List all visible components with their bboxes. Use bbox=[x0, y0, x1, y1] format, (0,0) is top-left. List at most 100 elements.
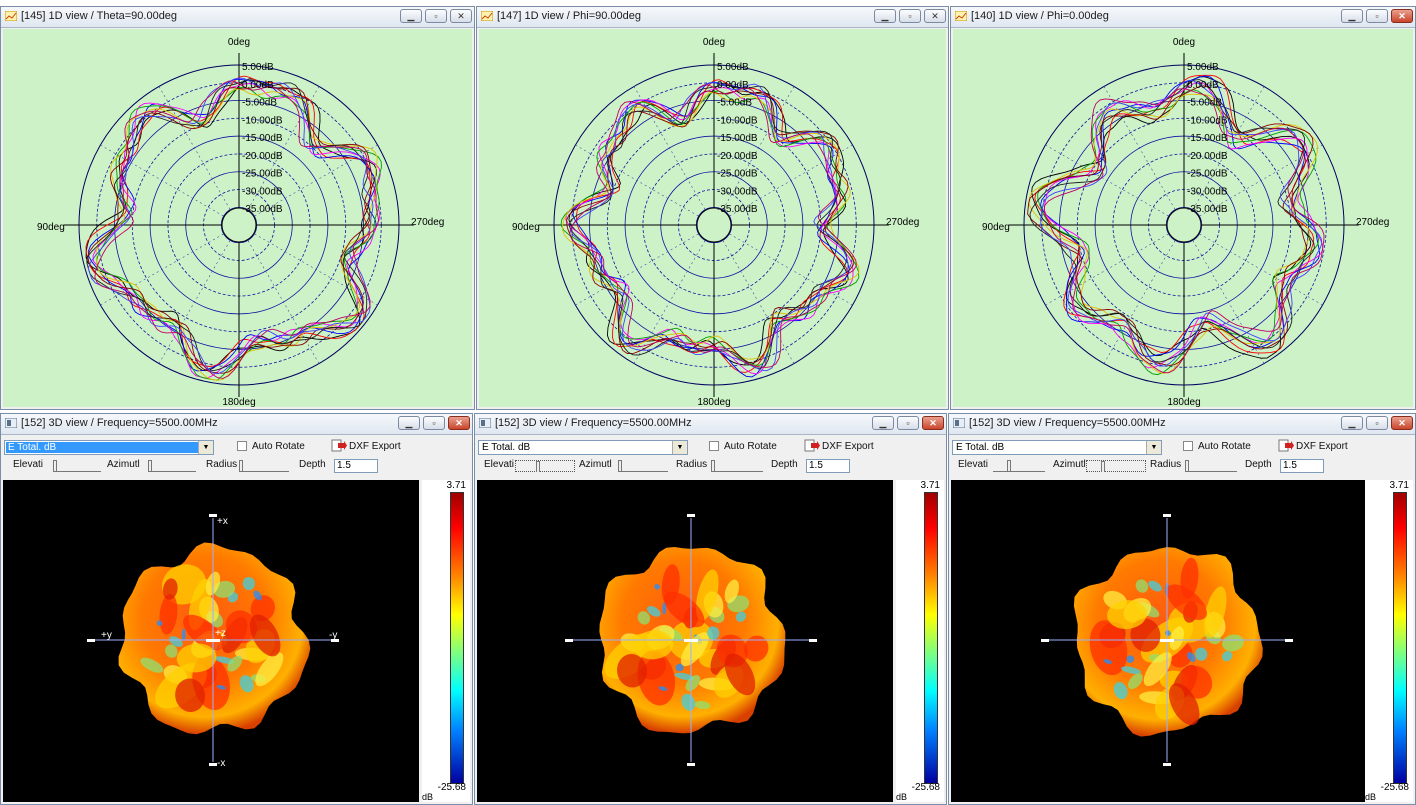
elevation-slider[interactable] bbox=[993, 460, 1045, 472]
azimuth-slider[interactable] bbox=[618, 460, 668, 472]
polar-spoke bbox=[247, 86, 320, 210]
radiation-sphere[interactable] bbox=[951, 480, 1367, 802]
titlebar[interactable]: [152] 3D view / Frequency=5500.00MHz ▁ ▫… bbox=[1, 414, 472, 435]
titlebar[interactable]: [147] 1D view / Phi=90.00deg ▁ ▫ ✕ bbox=[477, 7, 948, 28]
titlebar[interactable]: [140] 1D view / Phi=0.00deg ▁ ▫ ✕ bbox=[951, 7, 1415, 28]
close-button[interactable]: ✕ bbox=[448, 416, 470, 430]
titlebar[interactable]: [152] 3D view / Frequency=5500.00MHz ▁ ▫… bbox=[475, 414, 946, 435]
chevron-down-icon[interactable]: ▼ bbox=[198, 441, 213, 454]
close-button[interactable]: ✕ bbox=[924, 9, 946, 23]
ring-label: -30.00dB bbox=[717, 186, 758, 197]
radius-slider[interactable] bbox=[1185, 460, 1237, 472]
elevation-slider[interactable] bbox=[515, 460, 575, 472]
pattern-trace bbox=[95, 88, 378, 381]
close-button[interactable]: ✕ bbox=[450, 9, 472, 23]
view3d-canvas[interactable] bbox=[477, 480, 893, 802]
slider-thumb[interactable] bbox=[1185, 460, 1189, 471]
titlebar[interactable]: [145] 1D view / Theta=90.00deg ▁ ▫ ✕ bbox=[1, 7, 474, 28]
colorbar-unit: dB bbox=[422, 792, 434, 802]
azimuth-slider[interactable] bbox=[148, 460, 196, 472]
dxf-export-icon[interactable] bbox=[804, 439, 820, 452]
titlebar[interactable]: [152] 3D view / Frequency=5500.00MHz ▁ ▫… bbox=[949, 414, 1415, 435]
quantity-select[interactable]: E Total. dB ▼ bbox=[4, 440, 214, 455]
depth-input[interactable]: 1.5 bbox=[806, 459, 850, 473]
axis-tick-top bbox=[209, 514, 217, 517]
slider-thumb[interactable] bbox=[1101, 461, 1105, 472]
maximize-button[interactable]: ▫ bbox=[1366, 9, 1388, 23]
maximize-button[interactable]: ▫ bbox=[897, 416, 919, 430]
minimize-button[interactable]: ▁ bbox=[398, 416, 420, 430]
field-blotch bbox=[1121, 666, 1141, 674]
chevron-down-icon[interactable]: ▼ bbox=[672, 441, 687, 454]
azimuth-slider[interactable] bbox=[1086, 460, 1146, 472]
chevron-down-icon[interactable]: ▼ bbox=[1146, 441, 1161, 454]
radius-slider[interactable] bbox=[711, 460, 763, 472]
slider-thumb[interactable] bbox=[53, 460, 57, 471]
field-blotch bbox=[175, 678, 206, 713]
angle-label-left: 90deg bbox=[982, 222, 1010, 233]
pattern-trace bbox=[566, 90, 854, 364]
minimize-button[interactable]: ▁ bbox=[874, 9, 896, 23]
colorbar-min: -25.68 bbox=[911, 782, 940, 793]
pattern-trace bbox=[87, 78, 377, 372]
field-blotch bbox=[1143, 652, 1172, 687]
pattern-trace bbox=[1040, 75, 1321, 357]
slider-thumb[interactable] bbox=[711, 460, 715, 471]
auto-rotate-checkbox[interactable] bbox=[1183, 441, 1193, 451]
view3d-canvas[interactable]: +x -x +y -y +z bbox=[3, 480, 419, 802]
quantity-select[interactable]: E Total. dB ▼ bbox=[478, 440, 688, 455]
elevation-slider[interactable] bbox=[53, 460, 101, 472]
dxf-export-icon[interactable] bbox=[331, 439, 347, 452]
quantity-select[interactable]: E Total. dB ▼ bbox=[952, 440, 1162, 455]
polar-spoke bbox=[729, 144, 853, 217]
polar-center bbox=[696, 207, 732, 243]
view3d-canvas[interactable] bbox=[951, 480, 1367, 802]
dxf-export-button[interactable]: DXF Export bbox=[1296, 441, 1348, 452]
minimize-button[interactable]: ▁ bbox=[1341, 416, 1363, 430]
ring-label: -5.00dB bbox=[717, 98, 752, 109]
close-button[interactable]: ✕ bbox=[1391, 416, 1413, 430]
minimize-icon: ▁ bbox=[879, 417, 887, 428]
window-title: [145] 1D view / Theta=90.00deg bbox=[21, 10, 178, 22]
polar-spoke bbox=[729, 233, 853, 306]
field-blotch bbox=[165, 644, 178, 658]
slider-thumb[interactable] bbox=[618, 460, 622, 471]
axis-tick-left bbox=[87, 639, 95, 642]
auto-rotate-checkbox[interactable] bbox=[237, 441, 247, 451]
close-button[interactable]: ✕ bbox=[922, 416, 944, 430]
radiation-sphere[interactable] bbox=[477, 480, 893, 802]
field-blotch bbox=[662, 601, 667, 615]
maximize-button[interactable]: ▫ bbox=[425, 9, 447, 23]
ring-label: 5.00dB bbox=[1187, 62, 1219, 73]
ring-label: -15.00dB bbox=[1187, 133, 1228, 144]
polar-spoke bbox=[633, 240, 706, 364]
dxf-export-button[interactable]: DXF Export bbox=[822, 441, 874, 452]
minimize-button[interactable]: ▁ bbox=[1341, 9, 1363, 23]
close-button[interactable]: ✕ bbox=[1391, 9, 1413, 23]
depth-input[interactable]: 1.5 bbox=[334, 459, 378, 473]
field-blotch bbox=[1103, 659, 1113, 664]
slider-thumb[interactable] bbox=[239, 460, 243, 471]
maximize-button[interactable]: ▫ bbox=[1366, 416, 1388, 430]
slider-thumb[interactable] bbox=[536, 461, 540, 472]
minimize-button[interactable]: ▁ bbox=[400, 9, 422, 23]
radius-slider[interactable] bbox=[239, 460, 289, 472]
field-blotch bbox=[176, 643, 217, 673]
field-blotch bbox=[162, 578, 178, 600]
depth-input[interactable]: 1.5 bbox=[1280, 459, 1324, 473]
window-title: [152] 3D view / Frequency=5500.00MHz bbox=[21, 417, 218, 429]
slider-thumb[interactable] bbox=[1007, 460, 1011, 471]
polar-chart: 5.00dB 0.00dB -5.00dB -10.00dB -15.00dB -20.0… bbox=[982, 37, 1389, 408]
minimize-button[interactable]: ▁ bbox=[872, 416, 894, 430]
polar-window-2: [147] 1D view / Phi=90.00deg ▁ ▫ ✕ 5.00d… bbox=[476, 6, 949, 410]
slider-thumb[interactable] bbox=[148, 460, 152, 471]
dxf-export-icon[interactable] bbox=[1278, 439, 1294, 452]
radiation-sphere[interactable]: +x -x +y -y +z bbox=[3, 480, 419, 802]
field-blotch bbox=[1135, 579, 1149, 593]
field-blotch bbox=[1222, 634, 1244, 652]
dxf-export-button[interactable]: DXF Export bbox=[349, 441, 401, 452]
auto-rotate-checkbox[interactable] bbox=[709, 441, 719, 451]
pattern-trace bbox=[1043, 88, 1325, 374]
maximize-button[interactable]: ▫ bbox=[423, 416, 445, 430]
maximize-button[interactable]: ▫ bbox=[899, 9, 921, 23]
